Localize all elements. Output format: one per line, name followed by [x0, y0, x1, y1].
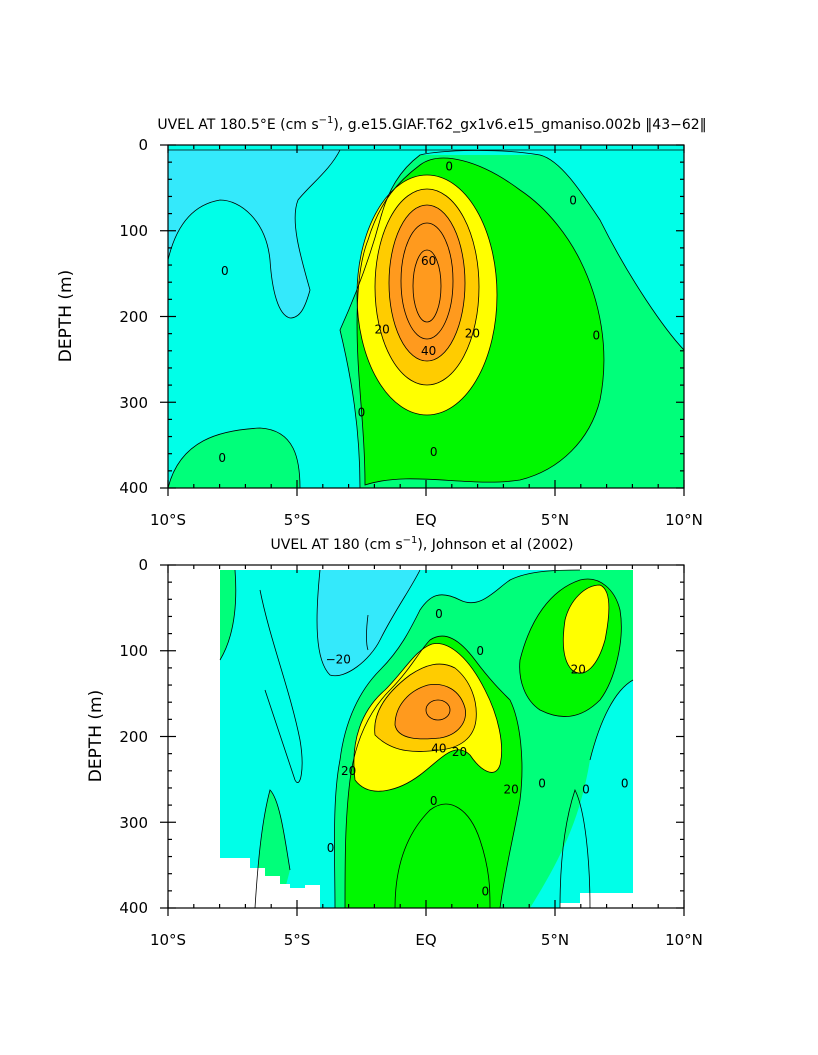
contour-label: 0 — [430, 794, 438, 808]
panel-observed-contours — [219, 569, 634, 908]
contour-label: 20 — [465, 327, 480, 341]
y-tick-label: 0 — [138, 556, 148, 574]
y-tick-label: 0 — [138, 136, 148, 154]
contour-label: 20 — [374, 322, 389, 336]
y-tick-label: 100 — [119, 642, 148, 660]
fill-level-neg20 — [317, 570, 420, 676]
contour-label: 20 — [341, 764, 356, 778]
contour-label: 20 — [503, 783, 518, 797]
panel-model-title: UVEL AT 180.5°E (cm s−1), g.e15.GIAF.T62… — [157, 115, 706, 133]
contour-label: 0 — [430, 445, 438, 459]
x-tick-label: 5°N — [541, 931, 569, 949]
x-tick-label: 5°S — [284, 931, 311, 949]
contour-label: 0 — [592, 328, 600, 342]
fill-level-pos40 — [395, 684, 466, 739]
y-tick-label: 400 — [119, 899, 148, 917]
panel-observed-ticks — [160, 564, 685, 916]
fill-level-zero-sw — [168, 428, 300, 488]
panel-observed: UVEL AT 180 (cm s−1), Johnson et al (200… — [86, 535, 703, 949]
x-tick-label: 10°S — [150, 511, 186, 529]
panel-observed-contour-labels: −20 0 0 20 20 40 20 0 20 0 0 0 0 0 — [326, 607, 629, 899]
contour-label: 40 — [421, 344, 436, 358]
contour-label: 0 — [218, 451, 226, 465]
fill-level-pos40 — [389, 205, 465, 361]
contour-label: 0 — [221, 264, 229, 278]
y-tick-label: 200 — [119, 728, 148, 746]
contour-label: 0 — [435, 607, 443, 621]
panel-model-contour-labels: 0 0 0 60 20 20 40 0 0 0 0 — [218, 159, 600, 465]
x-tick-label: 10°S — [150, 931, 186, 949]
panel-observed-fill — [168, 565, 684, 908]
y-tick-label: 400 — [119, 479, 148, 497]
y-tick-label: 300 — [119, 814, 148, 832]
x-tick-label: EQ — [415, 511, 436, 529]
x-tick-label: 5°S — [284, 511, 311, 529]
contour-label: 20 — [452, 745, 467, 759]
x-tick-label: 10°N — [665, 931, 703, 949]
contour-label: 40 — [431, 742, 446, 756]
contour-label: 0 — [582, 783, 590, 797]
y-tick-label: 300 — [119, 394, 148, 412]
panel-model-ylabel: DEPTH (m) — [56, 270, 76, 362]
y-tick-label: 100 — [119, 222, 148, 240]
panel-observed-ylabel: DEPTH (m) — [86, 690, 106, 782]
contour-label: 0 — [569, 194, 577, 208]
x-tick-label: 10°N — [665, 511, 703, 529]
contour-label: 20 — [571, 663, 586, 677]
contour-label: 0 — [538, 777, 546, 791]
panel-model: UVEL AT 180.5°E (cm s−1), g.e15.GIAF.T62… — [56, 115, 707, 529]
contour-label: 0 — [445, 159, 453, 173]
panel-model-fill — [168, 145, 684, 488]
fill-level-neg20 — [168, 150, 340, 318]
panel-observed-title: UVEL AT 180 (cm s−1), Johnson et al (200… — [271, 535, 574, 553]
contour-label: 0 — [327, 841, 335, 855]
contour-label: 60 — [421, 254, 436, 268]
contour-label: 0 — [482, 885, 490, 899]
no-data-mask — [168, 565, 320, 908]
x-tick-label: EQ — [415, 931, 436, 949]
x-tick-label: 5°N — [541, 511, 569, 529]
contour-label: 0 — [621, 777, 629, 791]
panel-model-ticks — [160, 144, 685, 496]
contour-label: 0 — [358, 406, 366, 420]
y-tick-label: 200 — [119, 308, 148, 326]
contour-label: −20 — [326, 652, 351, 666]
contour-label: 0 — [476, 644, 484, 658]
